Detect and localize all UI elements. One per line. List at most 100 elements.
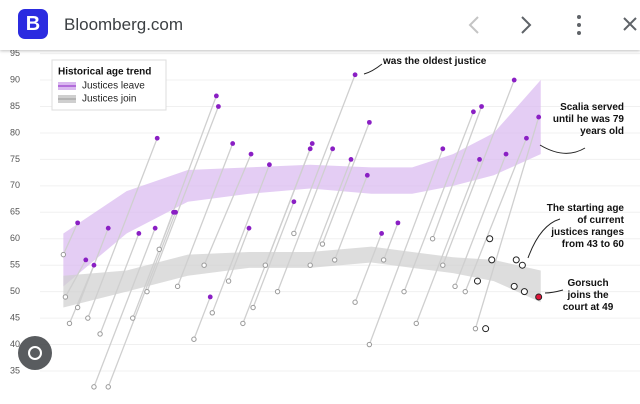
tenure-line [176,143,234,287]
lens-icon [18,336,52,370]
leave-point [477,157,482,162]
current-point [510,282,518,290]
tenure-line [321,122,370,245]
y-tick-label: 50 [10,286,20,296]
leave-point [91,262,97,268]
y-tick-label: 65 [10,207,20,217]
y-tick-label: 95 [10,48,20,58]
tenure-line [252,201,295,308]
join-point [331,257,338,263]
leave-point [154,135,160,141]
y-tick-label: 80 [10,127,20,137]
tenure-line [383,222,399,261]
legend-label: Justices join [82,94,136,105]
y-tick-label: 40 [10,339,20,349]
current-point [486,235,494,243]
join-point [130,315,136,321]
leave-point [352,72,358,78]
current-point [482,325,490,333]
leave-point [440,146,446,152]
tenure-line [158,95,217,250]
join-point [452,283,458,290]
join-point [156,246,162,253]
join-point [366,341,373,348]
join-point [440,262,446,268]
leave-point [348,157,354,162]
leave-point [75,220,81,226]
leave-point [536,114,542,120]
join-point [472,325,479,332]
annotation: The starting age of current justices ran… [546,203,624,250]
menu-button[interactable] [577,15,581,35]
tenure-line [354,233,383,303]
join-point [60,251,67,258]
join-point [91,384,97,390]
segments [62,74,540,388]
close-button[interactable] [623,17,637,31]
y-tick-label: 70 [10,180,20,190]
site-name[interactable]: Bloomberg.com [64,15,184,34]
y-tick-label: 45 [10,312,20,322]
arrow [363,63,383,75]
leave-point [307,146,313,152]
join-point [380,257,387,263]
arrow [539,144,586,154]
join-point [174,283,181,290]
join-point [274,288,281,295]
tenure-line [107,212,177,388]
leave-point [524,135,529,141]
back-button[interactable] [468,16,479,34]
leave-point [366,119,372,125]
tenure-line [93,227,156,388]
tenure-line [203,153,252,266]
join-point [262,262,269,268]
legend-label: Justices leave [82,81,145,92]
tenure-line [309,159,352,266]
points [60,72,543,390]
leave-point [246,225,252,231]
current-point [488,256,496,264]
leave-point [503,151,509,157]
join-point [62,294,69,300]
tenure-line [64,259,87,298]
join-point [201,262,207,268]
join-point [319,241,326,247]
y-tick-label: 55 [10,260,20,270]
tenure-line [62,222,79,255]
leave-point [267,162,272,168]
tenure-line [334,175,368,261]
tenure-line [87,138,158,319]
join-point [74,304,81,311]
annotation: Gorsuch joins the court at 49 [562,278,614,313]
site-logo[interactable]: B [18,9,48,39]
annotation: Scalia served until he was 79 years old [552,102,624,137]
annotation: was the oldest justice [383,56,487,67]
tenure-line [464,137,528,292]
join-point [191,336,197,342]
join-point [105,384,111,390]
current-point [512,256,520,264]
tenure-line [276,148,334,292]
leave-point [511,77,517,83]
tenure-line [415,159,481,324]
join-point [250,304,256,311]
leave-point [471,109,476,115]
leave-point [213,93,219,99]
y-tick-label: 85 [10,101,20,111]
y-tick-label: 60 [10,233,20,243]
join-point [66,320,73,327]
leave-point [379,231,384,236]
join-point [462,288,468,295]
tenure-line [442,79,515,266]
leave-point [171,209,176,215]
join-point [97,331,103,337]
tenure-line [431,106,483,239]
arrows [363,63,586,294]
tenure-line [474,116,540,329]
arrow [527,218,561,259]
leave-point [364,172,370,178]
join-point [85,315,91,321]
forward-button[interactable] [521,16,532,34]
tenure-line [368,148,444,345]
